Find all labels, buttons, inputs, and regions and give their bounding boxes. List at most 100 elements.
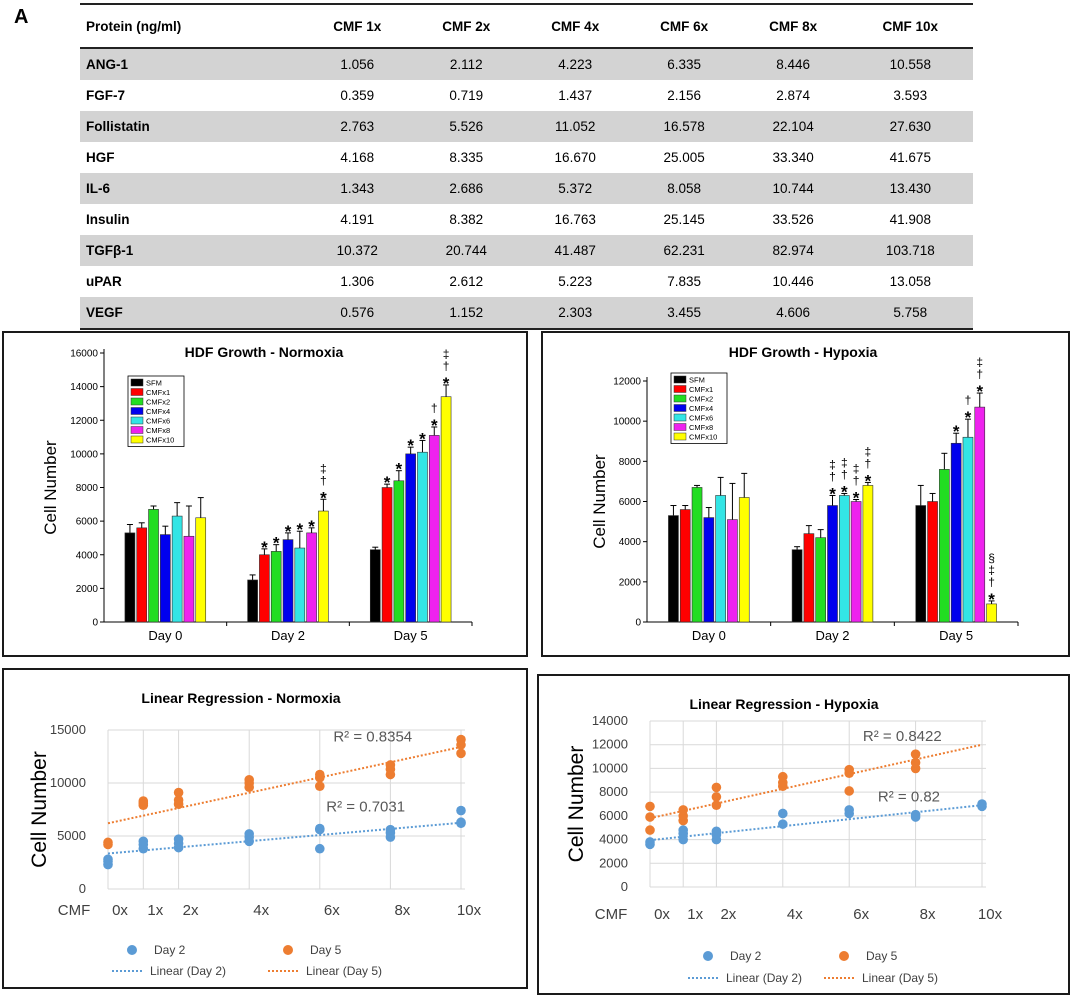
r-squared-label: R² = 0.8354 bbox=[333, 729, 412, 746]
y-tick-label: 2000 bbox=[619, 577, 642, 588]
bar-cmfx10 bbox=[862, 485, 874, 623]
legend-label: CMFx2 bbox=[146, 398, 170, 407]
x-tick-label: 0x bbox=[112, 902, 128, 919]
x-category-label: Day 2 bbox=[271, 628, 305, 643]
bar-cmfx6 bbox=[171, 515, 183, 623]
concentration-cell: 0.359 bbox=[340, 88, 375, 103]
trendline-day5 bbox=[107, 745, 462, 825]
trendline-day2 bbox=[107, 821, 462, 855]
concentration-cell: 16.578 bbox=[629, 111, 739, 142]
y-tick-label: 6000 bbox=[599, 808, 628, 823]
bar-cmfx10 bbox=[738, 497, 750, 623]
legend-marker-day2 bbox=[127, 945, 137, 955]
significance-mark: * bbox=[296, 520, 303, 539]
concentration-cell: 41.908 bbox=[889, 212, 931, 227]
data-point-day5 bbox=[910, 757, 921, 768]
bar-cmfx4 bbox=[405, 453, 416, 623]
concentration-cell: 11.052 bbox=[520, 111, 630, 142]
legend-label: CMFx6 bbox=[146, 417, 170, 426]
legend-swatch-sfm bbox=[130, 378, 144, 387]
y-tick-label: 2000 bbox=[76, 584, 99, 595]
legend-label: Day 5 bbox=[310, 943, 342, 957]
significance-mark: ‡ bbox=[320, 461, 327, 475]
r-squared-label: R² = 0.7031 bbox=[326, 799, 405, 816]
significance-mark: † bbox=[976, 367, 983, 381]
y-tick-label: 12000 bbox=[592, 737, 628, 752]
x-tick-label: 8x bbox=[920, 906, 936, 923]
bar-cmfx8 bbox=[974, 406, 986, 623]
bar-cmfx2 bbox=[393, 480, 405, 623]
data-point-day5 bbox=[138, 796, 149, 806]
data-point-day5 bbox=[315, 769, 325, 780]
concentration-cell: 5.526 bbox=[411, 111, 521, 142]
y-tick-label: 14000 bbox=[70, 382, 98, 393]
y-tick-label: 8000 bbox=[599, 784, 628, 799]
x-tick-label: 6x bbox=[324, 902, 340, 919]
y-tick-label: 6000 bbox=[76, 517, 99, 528]
data-point-day2 bbox=[385, 824, 396, 835]
data-point-day5 bbox=[173, 787, 184, 798]
legend-marker-day5 bbox=[839, 951, 849, 961]
y-tick-label: 16000 bbox=[70, 349, 98, 360]
concentration-cell: 16.670 bbox=[554, 150, 596, 165]
chart-title: HDF Growth - Hypoxia bbox=[729, 344, 878, 360]
protein-name-cell: Follistatin bbox=[80, 111, 303, 142]
y-tick-label: 0 bbox=[621, 879, 628, 894]
legend-marker-day2 bbox=[703, 951, 713, 961]
bar-cmfx1 bbox=[927, 501, 938, 623]
panel-letter-a: A bbox=[14, 6, 29, 28]
y-tick-label: 10000 bbox=[613, 417, 641, 428]
data-point-day5 bbox=[456, 734, 466, 745]
table-header-6: CMF 10x bbox=[847, 3, 973, 49]
x-tick-label: 2x bbox=[183, 902, 199, 919]
significance-mark: * bbox=[976, 382, 983, 401]
r-squared-label: R² = 0.82 bbox=[878, 789, 940, 806]
concentration-cell: 13.430 bbox=[847, 173, 973, 204]
significance-mark: ‡ bbox=[853, 461, 860, 475]
y-tick-label: 6000 bbox=[619, 497, 642, 508]
concentration-cell: 5.372 bbox=[520, 173, 630, 204]
y-tick-label: 4000 bbox=[599, 832, 628, 847]
data-point-day5 bbox=[173, 795, 184, 805]
data-point-day5 bbox=[645, 812, 655, 822]
bar-cmfx8 bbox=[850, 501, 862, 623]
concentration-cell: 10.558 bbox=[847, 48, 973, 80]
chart-title: Linear Regression - Hypoxia bbox=[689, 696, 878, 712]
table-header-2: CMF 2x bbox=[411, 3, 521, 49]
concentration-cell: 62.231 bbox=[629, 235, 739, 266]
chart-normoxia-regression-svg: Linear Regression - Normoxia Cell Number 0… bbox=[28, 690, 482, 978]
concentration-cell: 1.152 bbox=[411, 297, 521, 330]
concentration-cell: 2.112 bbox=[411, 48, 521, 80]
bar-cmfx6 bbox=[838, 495, 850, 623]
data-point-day2 bbox=[778, 819, 788, 829]
concentration-cell: 3.455 bbox=[629, 297, 739, 330]
legend-label: Linear (Day 5) bbox=[862, 971, 938, 985]
data-point-day2 bbox=[844, 805, 854, 815]
legend-label: SFM bbox=[689, 376, 705, 385]
significance-mark: * bbox=[865, 471, 872, 490]
table-header-3: CMF 4x bbox=[520, 3, 630, 49]
significance-mark: ‡ bbox=[829, 457, 836, 471]
table-header-row: Protein (ng/ml) CMF 1x CMF 2x CMF 4x CMF 6x C… bbox=[80, 3, 973, 49]
legend-swatch-cmfx1 bbox=[130, 388, 144, 396]
chart-hypoxia-growth-svg: HDF Growth - Hypoxia Cell Number 0 2000 4000… bbox=[590, 344, 1019, 643]
bar-sfm bbox=[369, 549, 381, 623]
concentration-cell: 4.191 bbox=[340, 212, 375, 227]
chart-normoxia-growth: HDF Growth - Normoxia Cell Number 0 2000 400… bbox=[2, 331, 528, 657]
table-header-0: Protein (ng/ml) bbox=[80, 3, 303, 49]
legend-swatch-cmfx4 bbox=[130, 407, 144, 415]
legend-label: Linear (Day 2) bbox=[150, 964, 226, 978]
chart-hypoxia-growth: HDF Growth - Hypoxia Cell Number 0 2000 4000… bbox=[541, 331, 1070, 657]
concentration-cell: 103.718 bbox=[847, 235, 973, 266]
legend-marker-day5 bbox=[283, 945, 293, 955]
data-point-day2 bbox=[977, 799, 987, 809]
legend-label: CMFx2 bbox=[689, 395, 713, 404]
chart-legend: Day 2 Day 5 Linear (Day 2) Linear (Day 5) bbox=[112, 943, 382, 978]
table-row: Follistatin 2.763 5.526 11.052 16.578 22.104 2… bbox=[80, 111, 973, 142]
chart-normoxia-regression: Linear Regression - Normoxia Cell Number 0… bbox=[2, 668, 528, 989]
r-squared-label: R² = 0.8422 bbox=[863, 728, 942, 745]
trendline-day2 bbox=[649, 804, 983, 842]
data-point-day5 bbox=[778, 771, 788, 782]
concentration-cell: 0.719 bbox=[449, 88, 484, 103]
